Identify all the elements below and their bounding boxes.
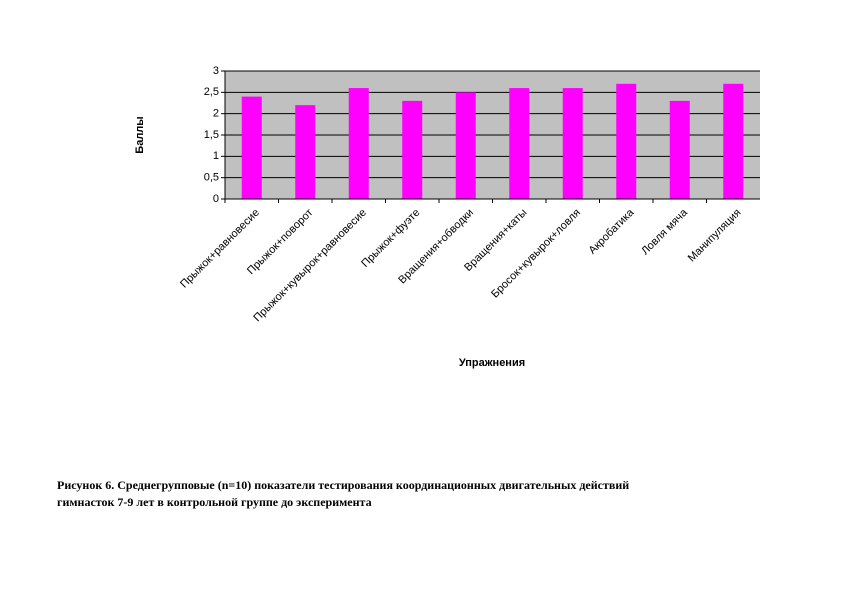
bar [509, 88, 530, 199]
x-tick-label: Бросок+кувырок+ловля [489, 207, 583, 301]
bar [616, 83, 637, 199]
bar [295, 105, 316, 199]
y-tick-label: 2 [213, 108, 219, 120]
caption-line: Рисунок 6. Среднегрупповые (n=10) показа… [57, 478, 629, 492]
y-tick-label: 0 [213, 193, 219, 205]
y-tick-label: 1 [213, 150, 219, 162]
bar [402, 100, 423, 199]
bar [455, 92, 476, 199]
x-tick-label: Прыжок+равновесие [178, 207, 262, 291]
x-tick-label: Ловля мяча [639, 206, 690, 257]
caption-line: гимнасток 7-9 лет в контрольной группе д… [57, 495, 372, 509]
y-tick-label: 2,5 [204, 86, 219, 98]
bar [562, 88, 583, 199]
x-tick-label: Акробатика [586, 206, 637, 257]
y-axis-title: Баллы [134, 116, 146, 153]
bar [669, 100, 690, 199]
x-tick-label: Прыжок+кувырок+равновесие [251, 207, 369, 325]
x-tick-label: Манипуляция [686, 207, 744, 265]
bar [241, 96, 262, 199]
bar [723, 83, 744, 199]
y-tick-label: 3 [213, 65, 219, 77]
bar [348, 88, 369, 199]
y-tick-label: 1,5 [204, 129, 219, 141]
y-tick-label: 0,5 [204, 172, 219, 184]
x-axis-title: Упражнения [459, 357, 525, 369]
